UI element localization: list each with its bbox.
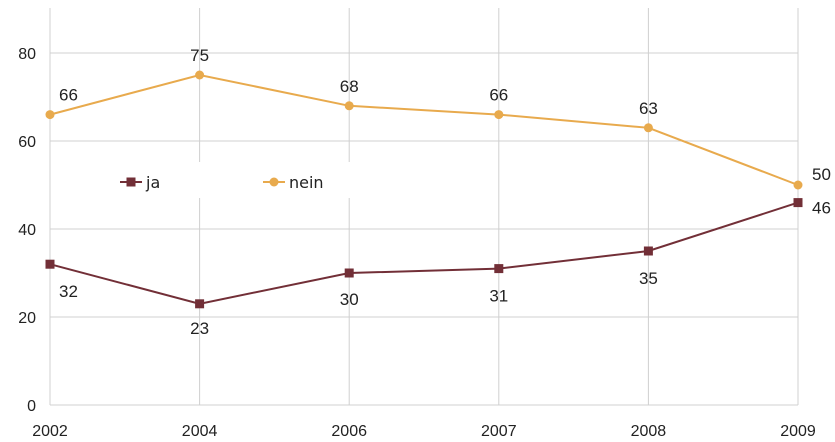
series-group (45, 70, 803, 309)
x-tick-label: 2009 (780, 423, 816, 440)
series-line-nein (49, 73, 799, 186)
data-point-ja (45, 259, 55, 269)
legend-marker-nein (269, 177, 279, 187)
data-point-ja (643, 246, 653, 256)
x-tick-label: 2007 (481, 423, 517, 440)
x-tick-label: 2004 (182, 423, 218, 440)
data-point-ja (195, 299, 205, 309)
legend-marker-ja (126, 177, 136, 187)
legend: ja nein (112, 162, 377, 198)
x-tick-label: 2002 (32, 423, 68, 440)
data-point-nein (793, 180, 803, 190)
data-label-ja: 30 (340, 290, 359, 309)
x-axis-ticks: 2002 2004 2006 2007 2008 2009 (32, 423, 816, 440)
data-label-ja: 35 (639, 269, 658, 288)
data-point-nein (494, 110, 504, 120)
y-tick-label: 20 (18, 310, 36, 327)
gridlines (49, 8, 799, 406)
data-point-nein (344, 101, 354, 111)
y-tick-label: 40 (18, 222, 36, 239)
data-label-ja: 31 (489, 287, 508, 306)
y-axis-ticks: 0 20 40 60 80 (18, 46, 36, 415)
data-point-nein (643, 123, 653, 133)
data-point-ja (793, 198, 803, 208)
x-tick-label: 2006 (331, 423, 367, 440)
series-line-ja (49, 201, 799, 305)
legend-background (112, 162, 377, 198)
legend-label-ja: ja (145, 173, 160, 192)
data-labels: 66 75 68 66 63 50 32 23 30 31 35 46 (59, 46, 831, 338)
data-label-nein: 63 (639, 99, 658, 118)
data-label-nein: 66 (59, 86, 78, 105)
data-point-ja (494, 264, 504, 274)
y-tick-label: 80 (18, 46, 36, 63)
data-label-nein: 66 (489, 86, 508, 105)
data-label-nein: 75 (190, 46, 209, 65)
data-label-nein: 68 (340, 77, 359, 96)
data-label-ja: 23 (190, 319, 209, 338)
x-tick-label: 2008 (631, 423, 667, 440)
data-point-nein (45, 110, 55, 120)
y-tick-label: 0 (27, 398, 36, 415)
data-label-nein: 50 (812, 165, 831, 184)
legend-label-nein: nein (289, 173, 324, 192)
data-point-nein (195, 70, 205, 80)
y-tick-label: 60 (18, 134, 36, 151)
data-label-ja: 32 (59, 282, 78, 301)
data-point-ja (344, 268, 354, 278)
data-label-ja: 46 (812, 199, 831, 218)
